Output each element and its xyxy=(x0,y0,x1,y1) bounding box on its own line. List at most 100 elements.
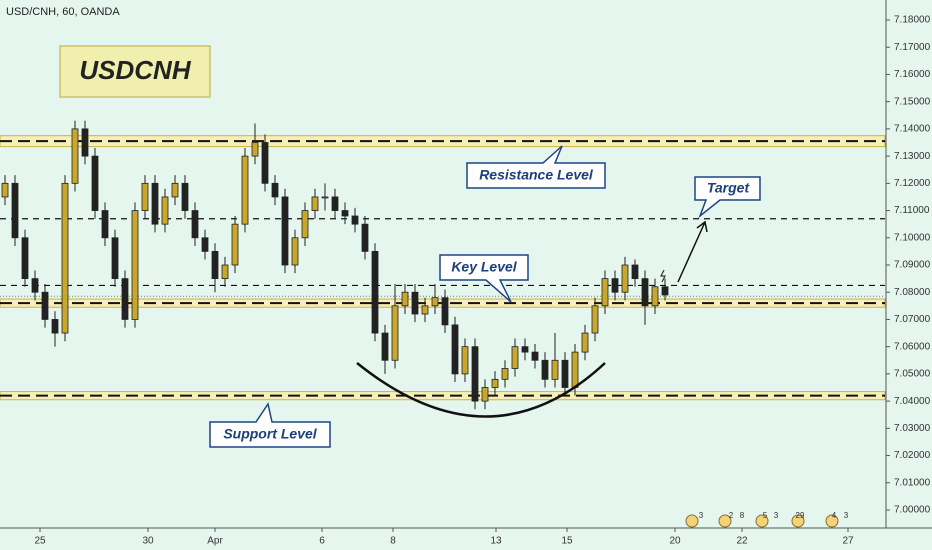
event-count: 29 xyxy=(796,511,805,520)
rounding-bottom-arc xyxy=(356,362,606,418)
y-tick-label: 7.14000 xyxy=(894,124,931,135)
candle-body xyxy=(471,346,479,402)
event-count: 4 xyxy=(832,511,837,520)
candle-body xyxy=(141,182,149,211)
support-callout xyxy=(209,402,331,448)
x-tick-label: 30 xyxy=(142,536,154,547)
candle-body xyxy=(551,359,559,380)
candle-body xyxy=(201,237,209,252)
candle-body xyxy=(181,182,189,211)
candle-body xyxy=(281,196,289,266)
candle-body xyxy=(301,210,309,239)
y-tick-label: 7.07000 xyxy=(894,314,931,325)
candle-body xyxy=(511,346,519,369)
candle-body xyxy=(171,182,179,198)
y-tick-label: 7.04000 xyxy=(894,396,931,407)
candle-body xyxy=(411,291,419,315)
y-tick-label: 7.01000 xyxy=(894,477,931,488)
candle-body xyxy=(651,286,659,307)
y-tick-label: 7.00000 xyxy=(894,505,931,516)
candle-body xyxy=(61,182,69,334)
candle-body xyxy=(601,278,609,307)
y-tick-label: 7.08000 xyxy=(894,287,931,298)
candle-body xyxy=(211,250,219,280)
y-tick-label: 7.15000 xyxy=(894,96,931,107)
resistance-label: Resistance Level xyxy=(479,167,594,183)
x-tick-label: 15 xyxy=(561,536,573,547)
header: USD/CNH, 60, OANDA xyxy=(6,6,120,18)
event-icon xyxy=(791,514,805,528)
candle-body xyxy=(491,378,499,388)
flash-icon xyxy=(660,269,666,283)
candle-body xyxy=(561,359,569,388)
candle-body xyxy=(381,332,389,361)
event-count: 5 xyxy=(763,511,768,520)
candle-body xyxy=(541,359,549,380)
candle-body xyxy=(461,346,469,375)
x-tick-label: 25 xyxy=(34,536,46,547)
event-icon xyxy=(685,514,699,528)
candle-body xyxy=(451,324,459,375)
resistance-callout xyxy=(466,145,606,189)
candle-body xyxy=(71,128,79,184)
candle-body xyxy=(1,182,9,198)
y-tick-label: 7.13000 xyxy=(894,151,931,162)
candle-body xyxy=(161,196,169,225)
candle-body xyxy=(121,278,129,320)
target-callout xyxy=(694,176,761,219)
candle-body xyxy=(151,182,159,225)
y-tick-label: 7.06000 xyxy=(894,341,931,352)
title-box xyxy=(59,45,211,98)
y-tick-label: 7.17000 xyxy=(894,42,931,53)
key-label: Key Level xyxy=(451,259,517,275)
candle-body xyxy=(261,142,269,184)
candle-body xyxy=(661,286,669,296)
event-count: 3 xyxy=(844,511,849,520)
candle-body xyxy=(81,128,89,157)
x-tick-label: 13 xyxy=(490,536,502,547)
y-tick-label: 7.18000 xyxy=(894,15,931,26)
candle-body xyxy=(51,319,59,334)
candle-body xyxy=(311,196,319,211)
candle-body xyxy=(581,332,589,353)
candle-body xyxy=(401,291,409,307)
x-tick-label: 27 xyxy=(842,536,854,547)
candle-body xyxy=(481,387,489,402)
candle-body xyxy=(431,297,439,307)
candle-body xyxy=(91,155,99,211)
candle-body xyxy=(501,368,509,380)
candle-body xyxy=(571,351,579,388)
candle-body xyxy=(11,182,19,239)
candle-body xyxy=(131,210,139,320)
candle-body xyxy=(291,237,299,266)
x-tick-label: 22 xyxy=(736,536,748,547)
x-tick-label: 6 xyxy=(319,536,325,547)
candles xyxy=(1,120,669,410)
event-icon xyxy=(825,514,839,528)
candle-body xyxy=(321,196,329,199)
x-tick-label: 20 xyxy=(669,536,681,547)
y-tick-label: 7.12000 xyxy=(894,178,931,189)
y-tick-label: 7.03000 xyxy=(894,423,931,434)
candle-body xyxy=(611,278,619,293)
candle-body xyxy=(241,155,249,225)
y-tick-label: 7.09000 xyxy=(894,260,931,271)
candle-body xyxy=(251,142,259,157)
axes: 7.18000 7.17000 7.16000 7.15000 7.14000 7.130… xyxy=(34,15,930,547)
candle-body xyxy=(591,305,599,334)
event-count: 3 xyxy=(774,511,779,520)
candle-body xyxy=(41,291,49,320)
candle-body xyxy=(21,237,29,280)
candle-body xyxy=(231,223,239,266)
candle-body xyxy=(351,215,359,225)
candle-body xyxy=(101,210,109,239)
y-tick-label: 7.05000 xyxy=(894,369,931,380)
candle-body xyxy=(421,305,429,315)
candle-body xyxy=(521,346,529,353)
candle-body xyxy=(221,264,229,280)
candle-body xyxy=(371,250,379,334)
candle-body xyxy=(111,237,119,280)
candle-body xyxy=(341,210,349,217)
candle-body xyxy=(31,278,39,293)
event-count: 8 xyxy=(740,511,745,520)
